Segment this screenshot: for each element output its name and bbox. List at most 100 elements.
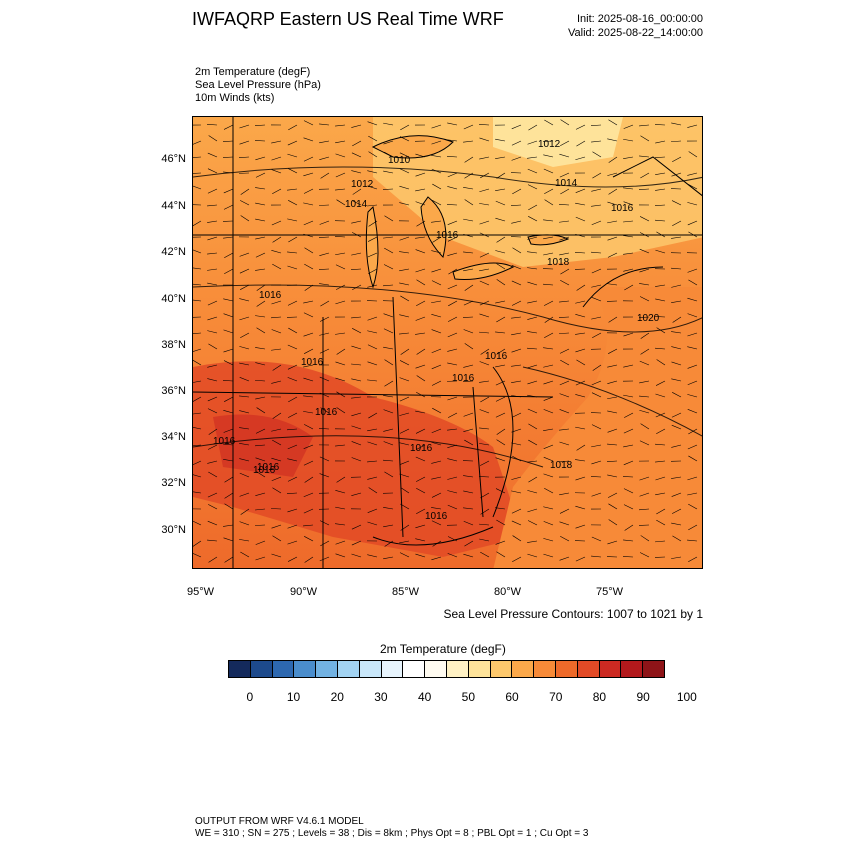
- wind-barb: [335, 490, 346, 494]
- state-borders: [193, 117, 702, 568]
- wind-barb: [367, 204, 378, 207]
- wind-barb: [495, 507, 506, 510]
- wind-barb: [351, 396, 362, 399]
- wind-barb: [511, 316, 522, 319]
- isobar-label: 1016: [436, 230, 459, 241]
- wind-barb: [304, 536, 314, 542]
- map-panel: 1010 1012 1014 1012 1014 1016 1016 1018 …: [192, 116, 703, 569]
- wind-barb: [688, 184, 698, 190]
- wind-barb: [543, 473, 554, 478]
- wind-barb: [671, 412, 682, 418]
- wind-barb: [671, 267, 682, 270]
- wind-barb: [287, 508, 298, 513]
- wind-barb: [511, 364, 522, 367]
- lake-huron: [420, 196, 447, 258]
- wind-barb: [383, 328, 394, 334]
- wind-barb: [640, 423, 650, 430]
- wind-barb: [688, 231, 698, 238]
- wind-barb: [575, 426, 586, 430]
- wind-barb: [287, 344, 298, 350]
- wind-barb: [655, 393, 666, 398]
- wind-barb: [207, 378, 218, 382]
- wind-barb: [640, 332, 650, 339]
- wind-barb: [462, 316, 474, 318]
- wind-barb: [399, 460, 410, 465]
- isobar-label: 1012: [351, 179, 374, 190]
- wind-barb: [607, 283, 618, 286]
- wind-barb: [415, 456, 426, 462]
- wind-barb: [303, 364, 314, 368]
- colorbar-cell: [490, 661, 513, 677]
- wind-barb: [223, 348, 234, 353]
- wind-barb: [447, 284, 458, 290]
- wind-barb: [415, 553, 426, 558]
- wind-barb: [271, 156, 282, 161]
- lat-label-34n: 34°N: [161, 431, 186, 443]
- wind-barb: [559, 409, 570, 414]
- wind-barb: [463, 428, 474, 433]
- wind-barb: [495, 364, 506, 368]
- wind-barb: [239, 427, 250, 430]
- wind-barb: [415, 410, 426, 414]
- wind-barb: [687, 409, 698, 414]
- wind-barb: [479, 409, 490, 414]
- wind-barb: [511, 332, 522, 336]
- wind-barb: [608, 156, 618, 163]
- wind-barb: [223, 313, 234, 318]
- wind-barb: [495, 300, 506, 304]
- wind-barb: [193, 348, 202, 352]
- colorbar-cell: [555, 661, 578, 677]
- lat-label-40n: 40°N: [161, 293, 186, 305]
- wind-barb: [239, 472, 250, 478]
- wind-barb: [415, 236, 426, 239]
- wind-barb: [319, 220, 330, 225]
- colorbar-tick-label: 50: [461, 690, 476, 704]
- wind-barb: [479, 313, 490, 318]
- wind-barb: [431, 441, 442, 446]
- wind-barb: [624, 412, 634, 418]
- wind-barb: [623, 156, 634, 159]
- wind-barb: [480, 348, 490, 355]
- wind-barb: [528, 423, 538, 430]
- colorbar-tick-label: 40: [417, 690, 432, 704]
- wind-barb: [543, 521, 554, 526]
- wind-barb: [671, 556, 682, 559]
- wind-barb: [495, 488, 506, 494]
- wind-barb: [193, 172, 202, 174]
- wind-barb: [319, 392, 330, 398]
- wind-barb: [607, 138, 618, 142]
- wind-barb: [303, 120, 314, 126]
- wind-barb: [623, 220, 634, 223]
- wind-barb: [431, 428, 442, 434]
- wind-barb: [463, 124, 474, 130]
- colorbar-cell: [599, 661, 622, 677]
- wind-barb: [639, 124, 650, 127]
- wind-barb: [256, 327, 266, 334]
- wind-barb: [415, 153, 426, 158]
- wind-barb: [431, 348, 442, 353]
- wind-barb: [255, 556, 266, 561]
- wind-barb: [592, 332, 602, 338]
- wind-barb: [688, 556, 698, 563]
- wind-barb: [384, 471, 394, 478]
- wind-barb: [464, 199, 474, 206]
- wind-barb: [527, 408, 538, 414]
- wind-barb: [591, 392, 602, 398]
- wind-barb: [672, 392, 682, 398]
- wind-barb: [639, 476, 650, 481]
- wind-barb: [495, 540, 506, 545]
- wind-barb: [447, 156, 458, 158]
- colorbar-cell: [381, 661, 404, 677]
- wind-barb: [207, 408, 218, 414]
- wind-barb: [495, 457, 506, 462]
- wind-barb: [639, 216, 650, 222]
- wind-barb: [367, 121, 378, 126]
- wind-barb: [559, 492, 570, 496]
- wind-barb: [288, 396, 298, 403]
- wind-barb: [575, 233, 586, 238]
- wind-barb: [287, 218, 298, 222]
- wind-barb: [463, 520, 474, 526]
- wind-barb: [399, 428, 410, 434]
- wind-barb: [479, 188, 490, 193]
- wind-barb: [383, 409, 394, 414]
